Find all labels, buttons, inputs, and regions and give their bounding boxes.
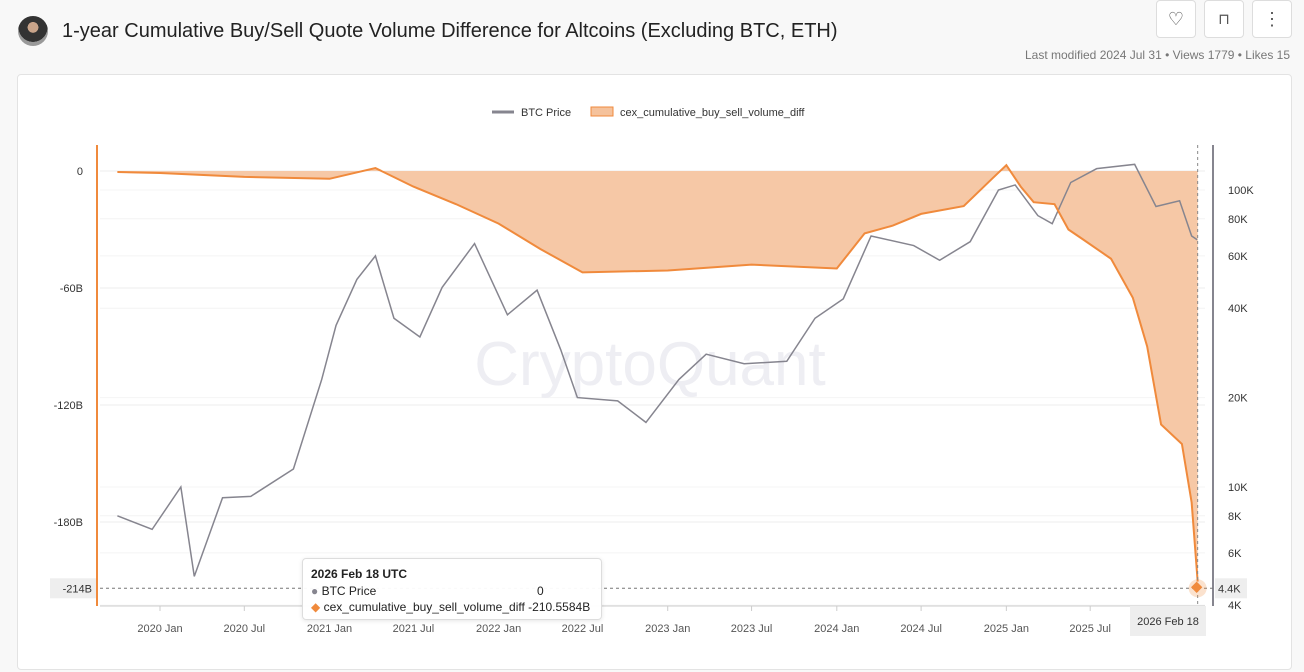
y-right-tick: 10K: [1228, 482, 1248, 494]
hover-marker: [1191, 581, 1203, 593]
legend-swatch-diff: [590, 106, 614, 117]
y-right-tick: 80K: [1228, 214, 1248, 226]
x-tick-label: 2020 Jul: [224, 623, 266, 635]
y-left-tick: -120B: [54, 400, 83, 412]
y-right-tick: 4K: [1228, 600, 1242, 612]
y-right-tick: 40K: [1228, 303, 1248, 315]
page-meta: Last modified 2024 Jul 31 • Views 1779 •…: [1024, 48, 1290, 62]
x-tick-label: 2024 Jan: [814, 623, 859, 635]
watermark-logo: CryptoQuant: [474, 330, 826, 399]
x-tick-label: 2022 Jul: [562, 623, 604, 635]
more-vertical-icon: ⋮: [1263, 8, 1281, 29]
diff-area: [117, 165, 1198, 582]
author-avatar[interactable]: [18, 16, 48, 46]
tooltip-value: 0: [537, 584, 544, 598]
heart-icon: ♡: [1167, 8, 1185, 29]
bookmark-add-icon: ⊓: [1218, 11, 1230, 28]
y-right-tick: 60K: [1228, 251, 1248, 263]
tooltip: 2026 Feb 18 UTC ● BTC Price 0 ◆ cex_cumul…: [302, 558, 602, 620]
x-tick-label: 2025 Jan: [984, 623, 1029, 635]
crosshair-y-left-label: -214B: [63, 583, 92, 595]
legend-label-diff: cex_cumulative_buy_sell_volume_diff: [620, 107, 805, 119]
x-tick-label: 2023 Jul: [731, 623, 773, 635]
crosshair-x-bg: [1130, 606, 1206, 636]
crosshair-x-label: 2026 Feb 18: [1137, 616, 1199, 628]
tooltip-label: BTC Price: [321, 584, 377, 598]
btc-price-line: [117, 163, 1198, 577]
x-tick-label: 2025 Jul: [1069, 623, 1111, 635]
tooltip-value: -210.5584B: [528, 600, 591, 614]
tooltip-row-btc: ● BTC Price 0: [311, 584, 544, 598]
more-button[interactable]: ⋮: [1252, 0, 1292, 38]
tooltip-label: cex_cumulative_buy_sell_volume_diff: [323, 600, 525, 614]
page-title: 1-year Cumulative Buy/Sell Quote Volume …: [62, 20, 838, 42]
y-left-tick: -180B: [54, 517, 83, 529]
x-tick-label: 2021 Jul: [393, 623, 435, 635]
x-tick-label: 2022 Jan: [476, 623, 521, 635]
x-tick-label: 2021 Jan: [307, 623, 352, 635]
y-right-tick: 6K: [1228, 548, 1242, 560]
y-right-tick: 100K: [1228, 185, 1254, 197]
crosshair-y-right-label: 4.4K: [1218, 583, 1241, 595]
like-button[interactable]: ♡: [1156, 0, 1196, 38]
diff-line: [117, 163, 1199, 582]
tooltip-row-diff: ◆ cex_cumulative_buy_sell_volume_diff -2…: [311, 600, 591, 614]
y-right-tick: 8K: [1228, 511, 1242, 523]
legend-label-btc: BTC Price: [521, 107, 571, 119]
x-tick-label: 2020 Jan: [137, 623, 182, 635]
tooltip-date: 2026 Feb 18 UTC: [311, 567, 408, 581]
y-left-tick: -60B: [60, 283, 83, 295]
crosshair-y-left-bg: [50, 578, 96, 599]
crosshair-y-right-bg: [1215, 578, 1247, 599]
y-left-tick: 0: [77, 166, 83, 178]
x-tick-label: 2023 Jan: [645, 623, 690, 635]
x-tick-label: 2024 Jul: [900, 623, 942, 635]
y-right-tick: 20K: [1228, 393, 1248, 405]
bookmark-button[interactable]: ⊓: [1204, 0, 1244, 38]
